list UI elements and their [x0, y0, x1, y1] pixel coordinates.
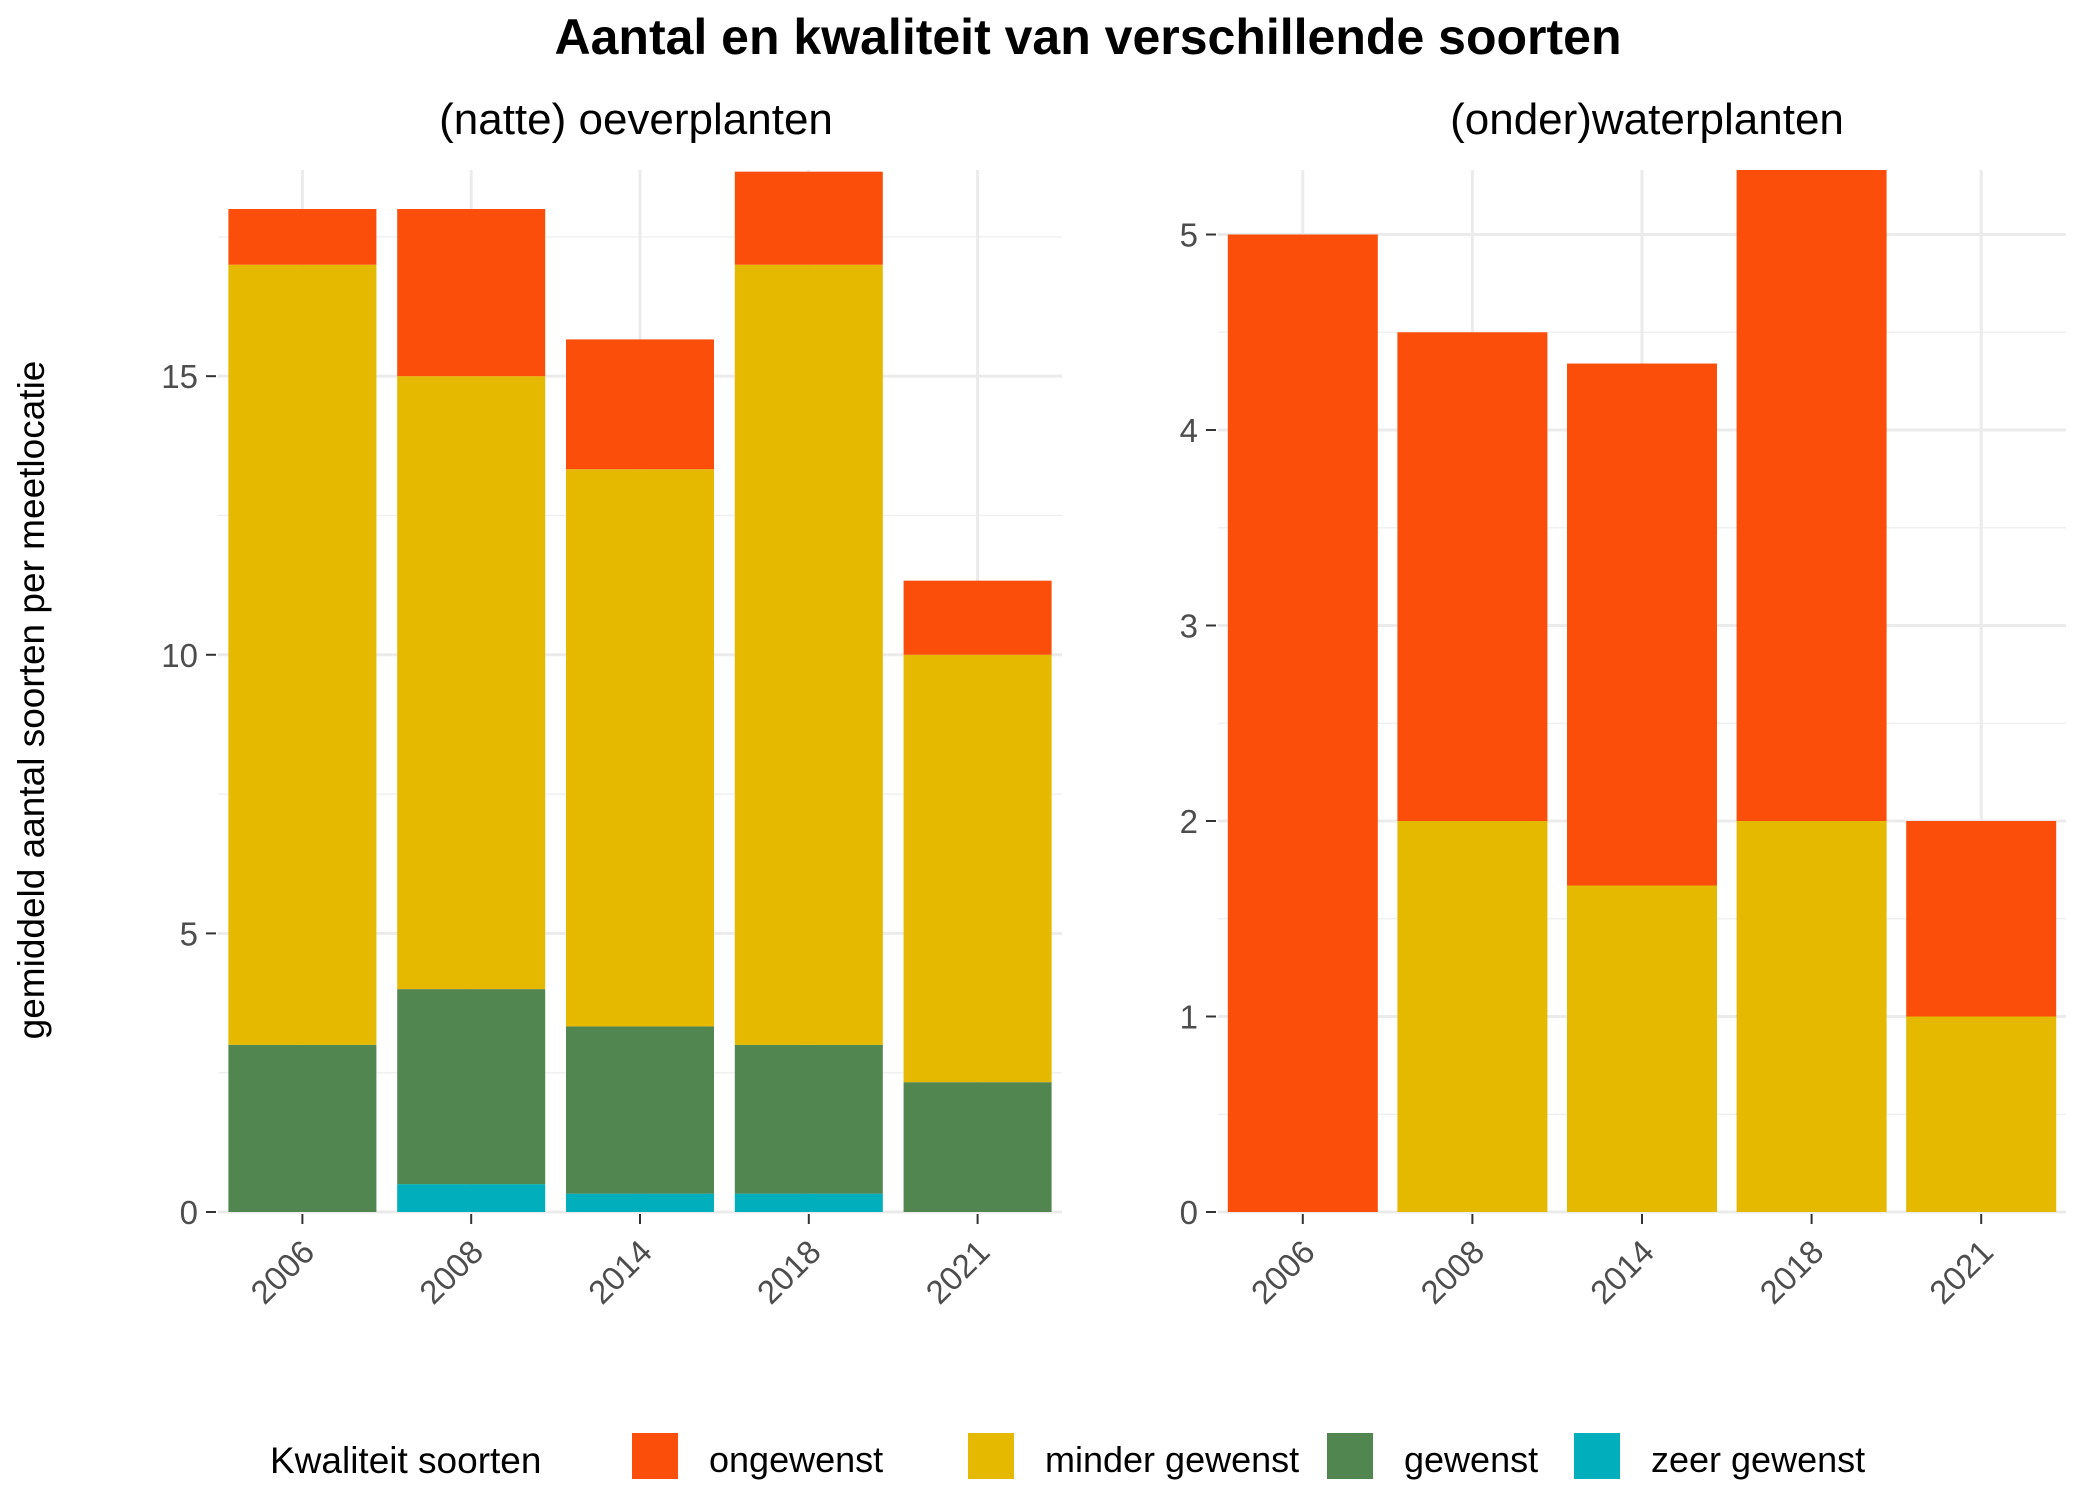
y-tick-label: 5 [1180, 217, 1198, 254]
x-tick-label: 2021 [1922, 1233, 2000, 1311]
bar-segment [397, 376, 546, 990]
y-tick-label: 3 [1180, 608, 1198, 645]
x-tick-label: 2018 [750, 1233, 828, 1311]
bar-segment [1397, 332, 1548, 822]
x-tick-label: 2018 [1752, 1233, 1830, 1311]
bar-segment [1397, 821, 1548, 1212]
panel-1: 0 5 10 15 2006 2008 2014 2018 2021 (natte) oeverp… [161, 95, 1062, 1311]
y-tick-label: 4 [1180, 412, 1198, 449]
legend-key [632, 1433, 678, 1479]
bar-segment [566, 469, 714, 1027]
x-tick-label: 2006 [243, 1233, 321, 1311]
x-tick-label: 2008 [412, 1233, 490, 1311]
bar-segment [1906, 1016, 2057, 1212]
bar-segment [903, 1082, 1052, 1212]
bar-segment [734, 171, 883, 265]
legend-key [968, 1433, 1014, 1479]
bar-segment [903, 654, 1052, 1083]
panel-subtitle: (natte) oeverplanten [439, 95, 833, 144]
bar-segment [397, 1184, 546, 1212]
bar-segment [1736, 170, 1887, 822]
bar-segment [228, 264, 377, 1045]
x-tick-label: 2014 [1583, 1233, 1661, 1311]
panel-subtitle: (onder)waterplanten [1450, 95, 1844, 144]
bar-segment [228, 209, 377, 265]
bar-segment [1906, 821, 2057, 1017]
panel-2: 0 1 2 3 4 5 2006 2008 2014 2018 2021 (onder)waterpl… [1180, 95, 2066, 1311]
legend-label: gewenst [1404, 1439, 1538, 1480]
legend-label: minder gewenst [1045, 1439, 1299, 1480]
legend-label: ongewenst [709, 1439, 883, 1480]
y-tick-label: 2 [1180, 803, 1198, 840]
bar-segment [1227, 234, 1378, 1213]
bar-segment [734, 1193, 883, 1212]
x-tick-label: 2021 [918, 1233, 996, 1311]
bar-segment [1567, 885, 1717, 1212]
legend: Kwaliteit soorten ongewenst minder gewenst… [270, 1433, 1865, 1481]
bar-segment [397, 209, 546, 377]
legend-title: Kwaliteit soorten [270, 1440, 541, 1481]
bar-segment [734, 1044, 883, 1194]
bar-segment [1736, 821, 1887, 1212]
legend-key [1327, 1433, 1373, 1479]
bar-segment [1567, 363, 1717, 886]
x-tick-label: 2008 [1413, 1233, 1491, 1311]
bar-segment [566, 1193, 714, 1212]
y-tick-label: 15 [161, 358, 198, 395]
chart-title: Aantal en kwaliteit van verschillende so… [554, 9, 1621, 65]
y-tick-label: 5 [180, 915, 198, 952]
y-tick-label: 0 [180, 1194, 198, 1231]
legend-key [1574, 1433, 1620, 1479]
x-tick-label: 2014 [581, 1233, 659, 1311]
y-tick-label: 10 [161, 637, 198, 674]
y-tick-label: 1 [1180, 999, 1198, 1036]
bar-segment [397, 989, 546, 1185]
y-tick-label: 0 [1180, 1194, 1198, 1231]
legend-label: zeer gewenst [1651, 1439, 1865, 1480]
bar-segment [566, 1026, 714, 1194]
x-tick-label: 2006 [1244, 1233, 1322, 1311]
bar-segment [903, 580, 1052, 655]
y-axis-label: gemiddeld aantal soorten per meetlocatie [11, 361, 52, 1040]
bar-segment [566, 339, 714, 470]
bar-segment [734, 264, 883, 1045]
bar-segment [228, 1044, 377, 1212]
